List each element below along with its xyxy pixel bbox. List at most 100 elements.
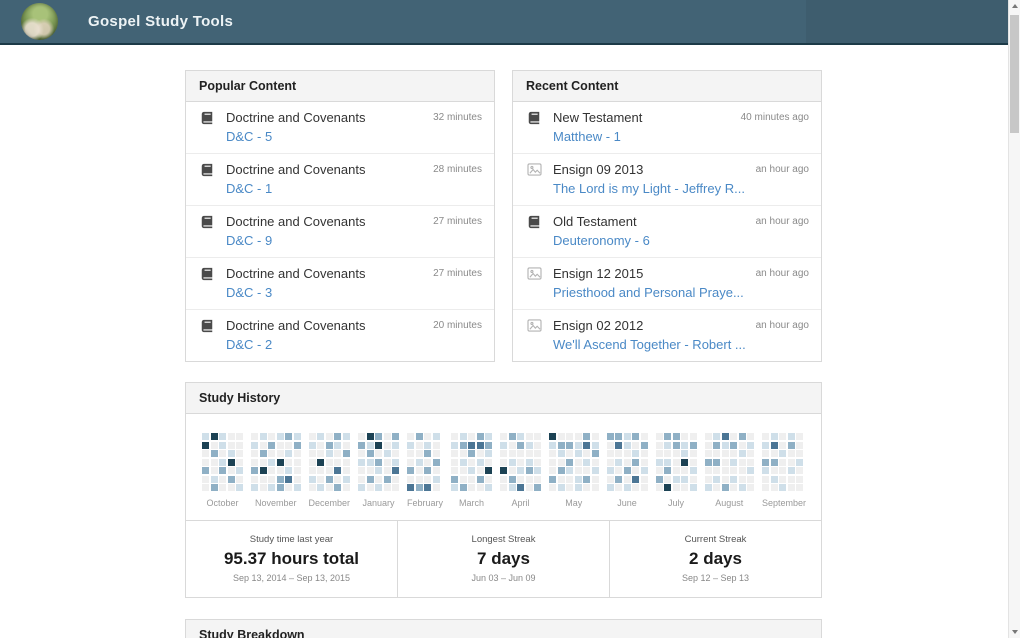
heatmap-day-cell (632, 475, 640, 483)
heatmap-day-cell (779, 467, 787, 474)
heatmap-day-cell (640, 484, 648, 491)
list-item: Doctrine and Covenants D&C - 1 28 minutes (186, 154, 494, 206)
heatmap-day-cell (392, 458, 400, 466)
scrollbar-thumb[interactable] (1010, 15, 1019, 133)
heatmap-day-cell (583, 433, 591, 440)
book-icon (527, 215, 545, 234)
heatmap-day-cell (525, 433, 533, 440)
heatmap-day-cell (424, 467, 432, 474)
content-title: Old Testament (553, 214, 637, 229)
heatmap-day-cell (517, 433, 525, 440)
heatmap-day-cell (285, 458, 292, 466)
heatmap-day-cell (747, 450, 755, 457)
scrollbar[interactable] (1008, 0, 1020, 638)
heatmap-day-cell (508, 458, 516, 466)
content-link[interactable]: Matthew - 1 (553, 129, 621, 144)
heatmap-day-cell (459, 484, 467, 491)
heatmap-day-cell (762, 441, 770, 449)
heatmap-day-cell (392, 484, 400, 491)
heatmap-day-cell (325, 433, 333, 440)
avatar[interactable] (21, 3, 58, 40)
recent-content-list: New Testament Matthew - 1 40 minutes ago En… (513, 102, 821, 361)
heatmap-day-cell (202, 441, 209, 449)
content-link[interactable]: We'll Ascend Together - Robert ... (553, 337, 746, 352)
heatmap-day-cell (721, 450, 729, 457)
heatmap-day-cell (251, 458, 258, 466)
heatmap-day-cell (383, 458, 391, 466)
heatmap-day-cell (534, 467, 542, 474)
heatmap-day-cell (227, 467, 235, 474)
heatmap-day-cell (664, 467, 672, 474)
content-link[interactable]: D&C - 3 (226, 285, 273, 300)
heatmap-day-cell (293, 484, 301, 491)
heatmap-day-cell (655, 458, 663, 466)
heatmap-day-cell (375, 475, 383, 483)
heatmap-month: September (762, 433, 806, 508)
content-title: Doctrine and Covenants (226, 318, 366, 333)
scroll-down-button[interactable] (1009, 625, 1020, 638)
heatmap-day-cell (779, 433, 787, 440)
stat-value: 95.37 hours total (223, 549, 360, 568)
heatmap-day-cell (566, 433, 574, 440)
heatmap-day-cell (787, 467, 795, 474)
heatmap-day-cell (704, 433, 712, 440)
content-title: Ensign 02 2012 (553, 318, 644, 333)
heatmap-day-cell (623, 441, 631, 449)
heatmap-day-cell (259, 450, 267, 457)
heatmap-day-cell (534, 458, 542, 466)
stat-study-time: Study time last year 95.37 hours total S… (186, 521, 397, 597)
stat-range: Sep 12 – Sep 13 (681, 573, 750, 583)
heatmap-day-cell (500, 484, 508, 491)
heatmap-day-cell (713, 484, 721, 491)
heatmap-day-cell (392, 467, 400, 474)
item-time: 28 minutes (433, 164, 482, 175)
heatmap-day-cell (672, 467, 680, 474)
heatmap-day-cell (459, 433, 467, 440)
heatmap-day-cell (383, 433, 391, 440)
heatmap-day-cell (796, 475, 804, 483)
heatmap-day-cell (227, 458, 235, 466)
heatmap-day-cell (259, 467, 267, 474)
content-link[interactable]: D&C - 9 (226, 233, 273, 248)
heatmap-day-cell (342, 484, 350, 491)
heatmap-day-cell (704, 467, 712, 474)
heatmap-day-cell (227, 433, 235, 440)
magazine-icon (527, 267, 545, 285)
heatmap-day-cell (623, 433, 631, 440)
heatmap-day-cell (796, 467, 804, 474)
heatmap-day-cell (534, 433, 542, 440)
heatmap-day-cell (591, 467, 599, 474)
item-time: 27 minutes (433, 216, 482, 227)
heatmap-day-cell (770, 433, 778, 440)
heatmap-day-cell (424, 475, 432, 483)
heatmap-day-cell (236, 450, 243, 457)
content-link[interactable]: D&C - 5 (226, 129, 273, 144)
heatmap-day-cell (632, 484, 640, 491)
scroll-up-button[interactable] (1009, 0, 1020, 13)
study-heatmap: October November December January February Ma… (186, 414, 821, 520)
heatmap-day-cell (236, 467, 243, 474)
heatmap-day-cell (606, 467, 614, 474)
heatmap-day-cell (747, 458, 755, 466)
content-link[interactable]: The Lord is my Light - Jeffrey R... (553, 181, 745, 196)
content-link[interactable]: Priesthood and Personal Praye... (553, 285, 744, 300)
heatmap-day-cell (317, 458, 324, 466)
heatmap-month-label: July (668, 498, 685, 508)
stat-range: Sep 13, 2014 – Sep 13, 2015 (232, 573, 351, 583)
heatmap-day-cell (366, 433, 374, 440)
heatmap-day-cell (615, 433, 623, 440)
heatmap-day-cell (392, 475, 400, 483)
heatmap-day-cell (342, 467, 350, 474)
heatmap-day-cell (276, 433, 284, 440)
heatmap-day-cell (640, 467, 648, 474)
heatmap-month-grid (500, 433, 542, 491)
heatmap-month-label: January (362, 498, 395, 508)
heatmap-day-cell (407, 433, 415, 440)
heatmap-day-cell (358, 484, 366, 491)
heatmap-day-cell (500, 433, 508, 440)
app-header: Gospel Study Tools (0, 0, 1020, 45)
content-link[interactable]: D&C - 2 (226, 337, 273, 352)
content-link[interactable]: Deuteronomy - 6 (553, 233, 650, 248)
content-link[interactable]: D&C - 1 (226, 181, 273, 196)
heatmap-day-cell (606, 484, 614, 491)
